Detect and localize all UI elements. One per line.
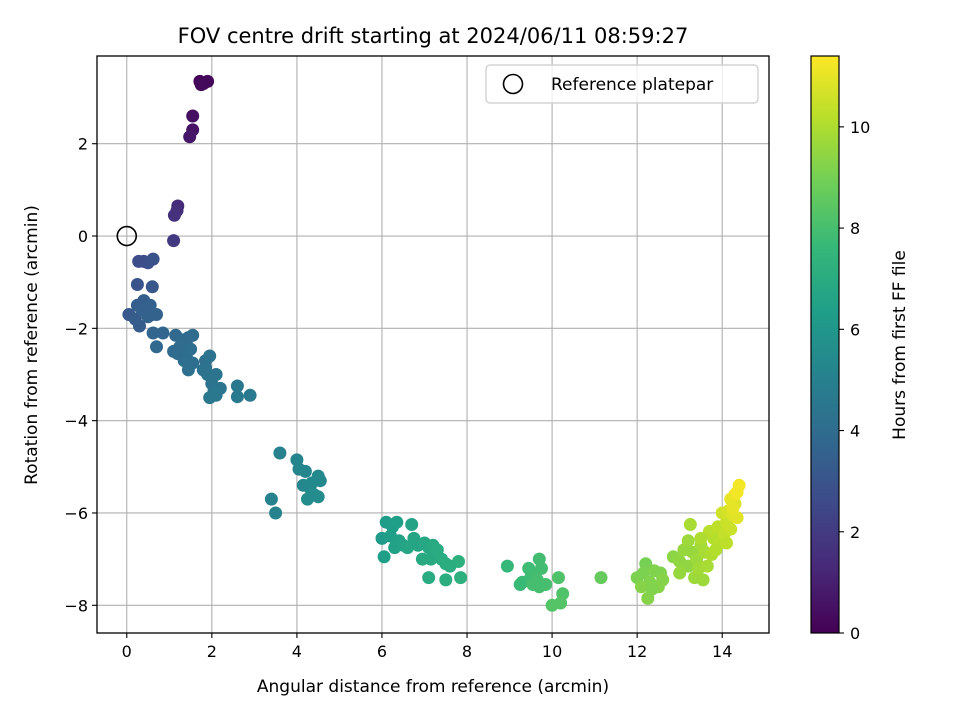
data-point (377, 550, 391, 564)
data-point (199, 361, 212, 375)
data-point (656, 573, 670, 587)
colorbar-ticks: 0 2 4 6 8 10 (839, 118, 870, 643)
y-tick-label: −8 (64, 596, 88, 615)
data-point (171, 347, 185, 361)
data-point (298, 464, 312, 478)
data-point (183, 130, 197, 144)
data-point (530, 573, 544, 587)
data-point (696, 573, 710, 587)
data-point (230, 379, 244, 393)
data-point (243, 388, 257, 402)
x-axis-ticks: 0 2 4 6 8 10 12 14 (122, 633, 732, 661)
data-point (264, 492, 278, 506)
data-point (726, 501, 740, 515)
y-axis-label: Rotation from reference (arcmin) (22, 205, 42, 485)
data-point (146, 326, 160, 340)
x-tick-label: 0 (122, 642, 132, 661)
data-point (405, 518, 419, 531)
colorbar-label: Hours from first FF file (890, 250, 910, 440)
data-point (422, 571, 436, 585)
x-axis-label: Angular distance from reference (arcmin) (257, 677, 609, 697)
y-tick-label: −4 (64, 412, 88, 431)
data-point (167, 234, 181, 248)
colorbar-tick-label: 10 (850, 118, 870, 137)
data-point (273, 446, 287, 460)
data-point (301, 492, 314, 506)
colorbar-tick-label: 8 (850, 219, 860, 238)
data-point (186, 356, 200, 370)
y-tick-label: 0 (78, 227, 88, 246)
data-point (209, 388, 223, 402)
data-point (500, 559, 514, 573)
data-point (156, 326, 170, 340)
x-tick-label: 14 (712, 642, 732, 661)
data-point (545, 598, 559, 612)
data-point (634, 580, 648, 594)
y-axis-ticks: −8 −6 −4 −2 0 2 (64, 135, 97, 615)
data-point (709, 543, 723, 557)
data-point (594, 571, 608, 585)
data-point (694, 531, 708, 545)
y-tick-label: −2 (64, 319, 88, 338)
y-tick-label: 2 (78, 135, 88, 154)
data-point (683, 518, 697, 531)
data-point (130, 278, 144, 291)
data-point (269, 506, 283, 520)
data-point (230, 390, 244, 404)
data-point (424, 552, 438, 566)
data-point (730, 485, 744, 499)
data-point (513, 578, 527, 591)
data-point (443, 559, 457, 573)
legend-marker-circle-icon (502, 73, 524, 95)
data-point (203, 349, 217, 363)
data-point (186, 109, 200, 123)
colorbar-tick-label: 0 (850, 624, 860, 643)
data-point (184, 342, 198, 356)
data-point (700, 559, 714, 573)
data-point (135, 303, 149, 317)
reference-point (116, 225, 138, 247)
data-points (122, 74, 746, 612)
x-tick-label: 6 (377, 642, 387, 661)
data-point (146, 252, 160, 266)
data-point (681, 534, 695, 548)
legend-label: Reference platepar (551, 75, 713, 95)
plot-frame (96, 55, 770, 634)
data-point (454, 571, 468, 585)
data-point (439, 573, 453, 587)
data-point (535, 561, 548, 575)
data-point (673, 566, 687, 580)
y-tick-label: −6 (64, 504, 88, 523)
x-tick-label: 2 (207, 642, 217, 661)
data-point (311, 490, 325, 504)
legend-box (485, 64, 759, 104)
data-point (305, 476, 319, 490)
data-point (150, 340, 163, 354)
grid (97, 56, 769, 633)
data-point (194, 78, 208, 92)
data-point (145, 280, 159, 294)
chart-title: FOV centre drift starting at 2024/06/11 … (178, 24, 689, 48)
data-point (724, 522, 738, 536)
data-point (552, 571, 565, 585)
x-tick-label: 4 (292, 642, 302, 661)
colorbar (810, 55, 840, 634)
data-point (133, 319, 146, 333)
legend: Reference platepar (485, 64, 759, 104)
data-point (390, 515, 404, 529)
data-point (186, 328, 200, 342)
colorbar-tick-label: 4 (850, 422, 860, 441)
x-tick-label: 12 (627, 642, 647, 661)
data-point (401, 541, 414, 555)
data-point (720, 536, 733, 550)
x-tick-label: 10 (542, 642, 562, 661)
data-point (645, 582, 659, 596)
x-tick-label: 8 (462, 642, 472, 661)
colorbar-tick-label: 6 (850, 320, 860, 339)
data-point (167, 208, 181, 222)
colorbar-tick-label: 2 (850, 523, 860, 542)
